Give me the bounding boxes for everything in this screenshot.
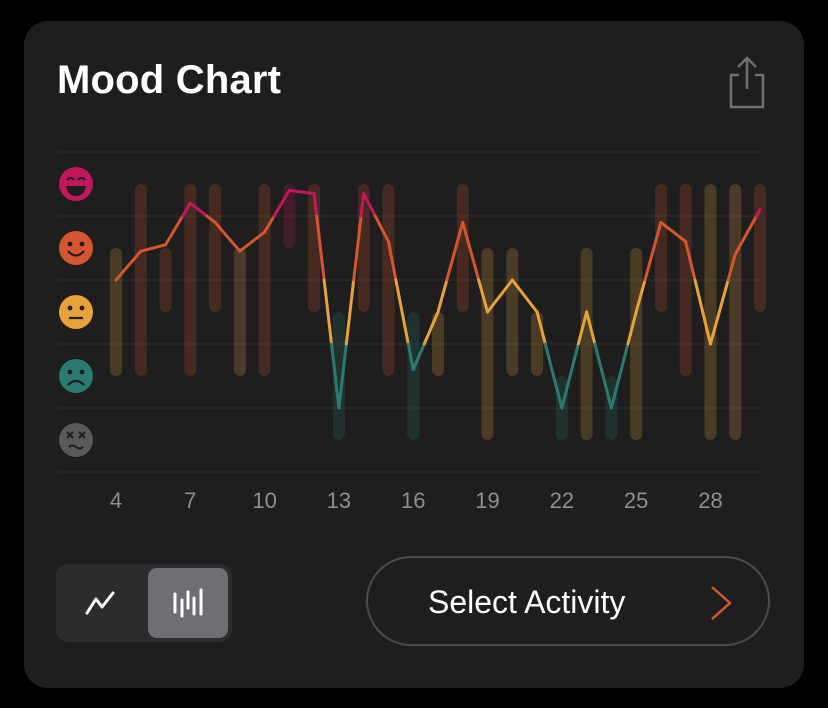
range-bar <box>704 184 717 440</box>
mood-line-segment <box>422 310 440 346</box>
range-bar <box>580 248 593 440</box>
range-bar <box>506 248 519 376</box>
mood-line-segment <box>362 192 377 218</box>
mood-line-segment <box>486 278 514 314</box>
mood-line-segment <box>164 214 185 247</box>
mood-line-segment <box>287 188 316 196</box>
mood-line-segment <box>693 278 712 346</box>
range-bar <box>258 184 271 376</box>
range-bar <box>679 184 692 376</box>
select-activity-button[interactable]: Select Activity <box>366 556 770 646</box>
mood-line-segment <box>609 342 630 410</box>
range-bar <box>754 184 766 312</box>
mood-line-segment <box>733 214 758 256</box>
mood-line-segment <box>205 214 217 224</box>
mood-line-segment <box>535 310 547 346</box>
mood-line-segment <box>643 220 663 282</box>
x-tick-label: 16 <box>401 488 425 513</box>
mood-line-segment <box>315 214 326 282</box>
page-title: Mood Chart <box>57 58 282 102</box>
range-bar <box>481 248 494 440</box>
range-bar <box>332 312 345 440</box>
mood-line-segment <box>593 342 613 410</box>
mood-line-segment <box>352 214 363 282</box>
chart-view-toggle <box>56 564 232 642</box>
line-view-button[interactable] <box>60 568 140 638</box>
range-bar <box>233 248 246 376</box>
bar-view-button[interactable] <box>148 568 228 638</box>
mood-line-segment <box>181 201 192 218</box>
dizzy-face-icon <box>59 423 93 457</box>
mood-line-segment <box>445 220 465 282</box>
mood-line-segment <box>708 278 730 346</box>
mood-line-segment <box>344 278 356 346</box>
mood-line-segment <box>436 278 449 314</box>
frowning-face-icon <box>59 359 93 393</box>
mood-line-segment <box>634 278 647 314</box>
range-bar <box>184 184 197 376</box>
mood-line-segment <box>394 278 410 346</box>
x-tick-label: 25 <box>624 488 648 513</box>
neutral-face-icon <box>59 295 93 329</box>
range-bar <box>531 312 544 376</box>
mood-line-segment <box>754 208 762 218</box>
range-bar <box>654 184 667 312</box>
mood-line-segment <box>576 310 589 346</box>
range-bar <box>134 184 147 376</box>
mood-line-segment <box>263 214 276 234</box>
range-bar <box>729 184 742 440</box>
chevron-right-icon <box>711 586 732 620</box>
x-tick-label: 10 <box>252 488 276 513</box>
smiling-face-icon <box>59 231 93 265</box>
range-bar <box>630 248 643 440</box>
mood-line-segment <box>188 201 209 218</box>
mood-line-segment <box>238 230 267 253</box>
mood-line-segment <box>659 220 688 244</box>
x-tick-label: 28 <box>698 488 722 513</box>
mood-line-segment <box>359 192 366 218</box>
mood-line-segment <box>726 252 737 282</box>
mood-line-segment <box>406 342 415 372</box>
mood-line-segment <box>560 342 580 410</box>
mood-line-segment <box>626 310 638 346</box>
mood-line-segment <box>684 240 697 282</box>
mood-line-segment <box>510 278 539 314</box>
mood-line-segment <box>139 243 168 253</box>
mood-line-segment <box>585 310 597 346</box>
mood-line-segment <box>543 342 564 410</box>
mood-line-segment <box>477 278 490 314</box>
mood-line-segment <box>461 220 481 282</box>
range-bar <box>432 312 444 376</box>
x-tick-label: 13 <box>327 488 351 513</box>
range-bar <box>283 184 296 248</box>
mood-line-segment <box>411 342 426 372</box>
range-bar <box>407 312 420 440</box>
mood-line-segment <box>330 342 341 410</box>
x-tick-label: 4 <box>110 488 122 513</box>
bar-chart-icon <box>173 588 203 618</box>
range-bar <box>110 248 122 376</box>
range-bar <box>456 184 469 312</box>
x-tick-label: 19 <box>475 488 499 513</box>
mood-line-segment <box>386 240 398 282</box>
select-activity-label: Select Activity <box>428 584 626 620</box>
grinning-face-icon <box>59 167 93 201</box>
line-chart-icon <box>85 591 115 615</box>
range-bar <box>209 184 222 312</box>
mood-line-segment <box>373 214 390 244</box>
mood-line-segment <box>213 220 242 253</box>
share-icon[interactable] <box>725 55 769 111</box>
mood-line-segment <box>114 249 143 282</box>
mood-line-segment <box>322 278 334 346</box>
x-tick-label: 7 <box>184 488 196 513</box>
mood-line-segment <box>337 342 348 410</box>
mood-line-segment <box>312 192 319 218</box>
range-bar <box>159 248 172 312</box>
x-tick-label: 22 <box>550 488 574 513</box>
range-bar <box>382 184 395 376</box>
mood-line-segment <box>272 188 291 218</box>
